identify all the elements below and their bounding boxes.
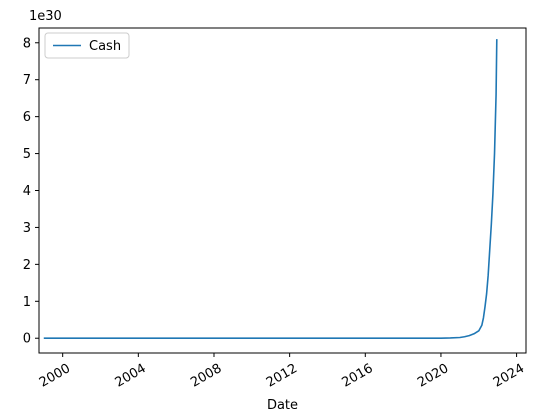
series-line-cash [43,39,498,340]
legend-box [44,32,130,59]
y-axis-offset-label: 1e30 [29,9,62,24]
legend-label-cash: Cash [89,39,121,54]
series-layer [43,39,498,340]
y-tick-label: 1 [23,295,31,310]
y-tick-label: 4 [23,184,31,199]
y-tick-label: 8 [23,36,31,51]
x-axis-label: Date [267,398,298,413]
y-tick-label: 2 [23,258,31,273]
legend: Cash [44,32,130,59]
y-axis-ticks: 0 1 2 3 4 5 6 7 8 [23,36,39,347]
y-tick-label: 3 [23,221,31,236]
y-tick-label: 0 [23,332,31,347]
y-tick-label: 6 [23,110,31,125]
y-tick-label: 5 [23,147,31,162]
plot-frame [38,27,527,354]
y-tick-label: 7 [23,73,31,88]
